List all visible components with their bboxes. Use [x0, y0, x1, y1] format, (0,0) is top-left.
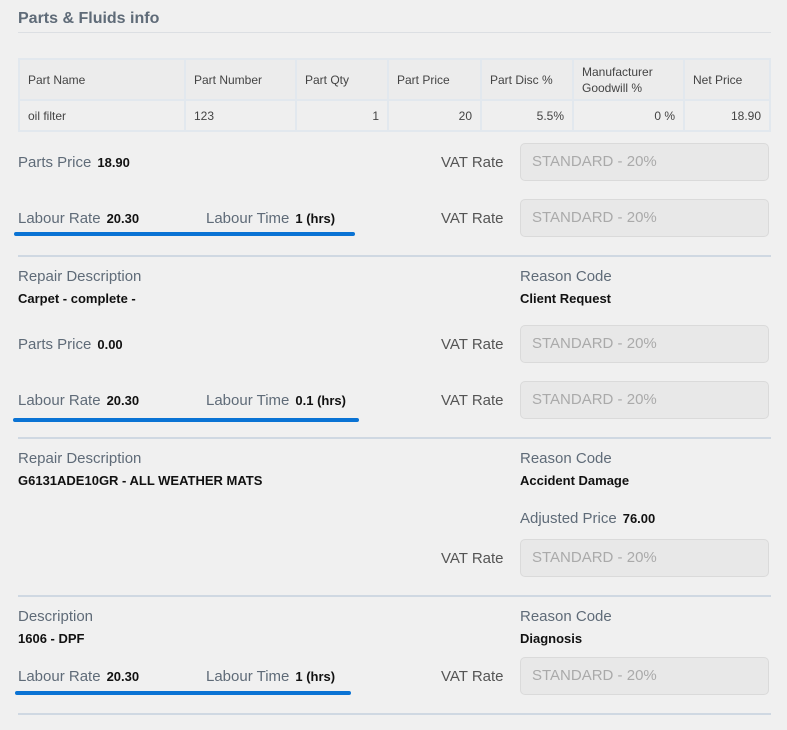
reason-code-label: Reason Code — [520, 268, 612, 285]
vat-rate-select[interactable]: STANDARD - 20% — [520, 657, 769, 695]
labour-time: Labour Time 0.1 (hrs) — [206, 392, 346, 409]
parts-table: Part Name Part Number Part Qty Part Pric… — [18, 58, 771, 132]
adjusted-price: Adjusted Price 76.00 — [520, 510, 656, 527]
labour-rate: Labour Rate 20.30 — [18, 668, 140, 685]
col-header: Manufacturer Goodwill % — [572, 58, 685, 101]
table-row: oil filter 123 1 20 5.5% 0 % 18.90 — [18, 99, 771, 132]
section-divider — [18, 595, 771, 597]
vat-rate-label: VAT Rate — [441, 668, 504, 685]
cell: 18.90 — [683, 99, 771, 132]
highlight-underline — [14, 232, 355, 236]
repair-description-label: Repair Description — [18, 268, 142, 285]
col-header: Part Price — [387, 58, 482, 101]
cell: 20 — [387, 99, 482, 132]
cell: 123 — [184, 99, 297, 132]
labour-time: Labour Time 1 (hrs) — [206, 668, 336, 685]
description-value: 1606 - DPF — [18, 631, 85, 646]
vat-rate-label: VAT Rate — [441, 550, 504, 567]
section-title: Parts & Fluids info — [18, 10, 160, 27]
col-header: Part Name — [18, 58, 186, 101]
vat-rate-select[interactable]: STANDARD - 20% — [520, 325, 769, 363]
section-divider — [18, 437, 771, 439]
labour-rate: Labour Rate 20.30 — [18, 392, 140, 409]
cell: 0 % — [572, 99, 685, 132]
vat-rate-label: VAT Rate — [441, 392, 504, 409]
cell: 1 — [295, 99, 389, 132]
cell: oil filter — [18, 99, 186, 132]
vat-rate-label: VAT Rate — [441, 336, 504, 353]
vat-rate-label: VAT Rate — [441, 210, 504, 227]
cell: 5.5% — [480, 99, 574, 132]
vat-rate-select[interactable]: STANDARD - 20% — [520, 143, 769, 181]
reason-code-value: Diagnosis — [520, 631, 583, 646]
col-header: Part Disc % — [480, 58, 574, 101]
repair-description-value: Carpet - complete - — [18, 291, 136, 306]
vat-rate-select[interactable]: STANDARD - 20% — [520, 199, 769, 237]
divider — [18, 32, 771, 33]
reason-code-value: Accident Damage — [520, 473, 630, 488]
highlight-underline — [13, 418, 359, 422]
description-label: Description — [18, 608, 94, 625]
col-header: Part Qty — [295, 58, 389, 101]
col-header: Part Number — [184, 58, 297, 101]
vat-rate-select[interactable]: STANDARD - 20% — [520, 381, 769, 419]
reason-code-label: Reason Code — [520, 608, 612, 625]
reason-code-label: Reason Code — [520, 450, 612, 467]
parts-price: Parts Price 18.90 — [18, 154, 130, 171]
reason-code-value: Client Request — [520, 291, 612, 306]
labour-rate: Labour Rate 20.30 — [18, 210, 140, 227]
table-header: Part Name Part Number Part Qty Part Pric… — [18, 58, 771, 101]
labour-time: Labour Time 1 (hrs) — [206, 210, 336, 227]
vat-rate-select[interactable]: STANDARD - 20% — [520, 539, 769, 577]
parts-price: Parts Price 0.00 — [18, 336, 123, 353]
repair-description-label: Repair Description — [18, 450, 142, 467]
highlight-underline — [15, 691, 351, 695]
col-header: Net Price — [683, 58, 771, 101]
repair-description-value: G6131ADE10GR - ALL WEATHER MATS — [18, 473, 263, 488]
vat-rate-label: VAT Rate — [441, 154, 504, 171]
section-divider — [18, 255, 771, 257]
section-divider — [18, 713, 771, 715]
